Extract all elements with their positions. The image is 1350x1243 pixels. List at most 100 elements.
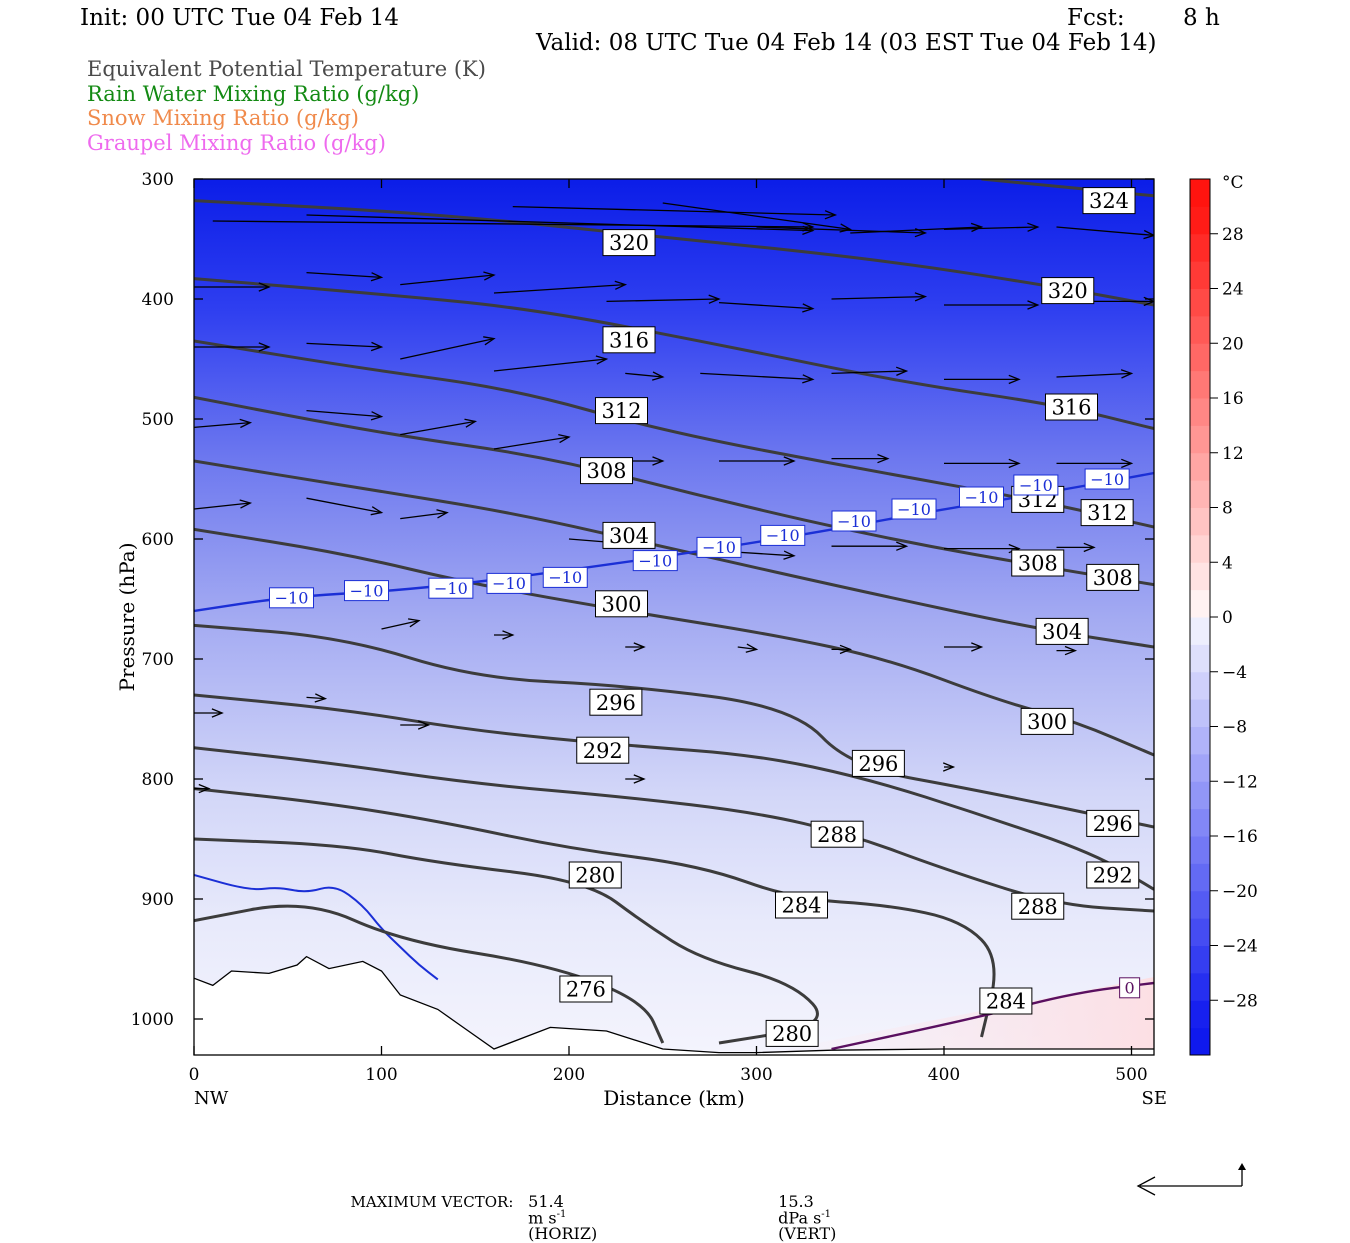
isotherm-label-minus10: −10	[831, 510, 877, 532]
colorbar-bin	[1190, 370, 1210, 399]
wind-vector	[942, 762, 956, 772]
colorbar-bin	[1190, 863, 1210, 892]
theta-e-label-324: 324	[1082, 187, 1136, 215]
wind-vector	[944, 642, 984, 652]
svg-text:−10: −10	[434, 579, 468, 598]
wind-vector	[831, 453, 890, 464]
colorbar-tick-label: −4	[1222, 663, 1247, 683]
svg-text:300: 300	[1027, 710, 1067, 734]
wind-vector	[400, 271, 496, 286]
colorbar-bin	[1190, 452, 1210, 481]
colorbar-tick-label: −8	[1222, 718, 1247, 738]
svg-text:284: 284	[986, 990, 1026, 1014]
wind-vector	[1056, 369, 1134, 379]
svg-text:316: 316	[1051, 396, 1091, 420]
colorbar-bin	[1190, 671, 1210, 700]
wind-vector	[606, 294, 721, 304]
svg-text:308: 308	[1018, 552, 1058, 576]
colorbar-bin	[1190, 589, 1210, 618]
wind-vector	[831, 541, 909, 551]
svg-text:−10: −10	[702, 538, 736, 557]
theta-e-label-300: 300	[1020, 707, 1074, 735]
svg-text:320: 320	[609, 231, 649, 255]
terrain-fill	[194, 956, 1154, 1055]
colorbar-tick-label: −12	[1222, 772, 1258, 792]
wind-vector	[194, 282, 271, 292]
isotherm-label-minus10: −10	[632, 550, 678, 572]
plot-frame	[193, 178, 1155, 1056]
theta-e-label-312: 312	[595, 397, 648, 425]
colorbar-bin	[1190, 425, 1210, 454]
colorbar-tick-label: 28	[1222, 225, 1244, 245]
theta-e-label-304: 304	[1035, 617, 1089, 645]
colorbar-tick-label: 0	[1222, 608, 1233, 628]
svg-text:−10: −10	[1090, 470, 1124, 489]
theta-e-label-284: 284	[775, 891, 828, 919]
wind-vector	[194, 418, 253, 429]
vert-tag: (VERT)	[778, 1224, 837, 1243]
wind-vector	[306, 271, 384, 282]
svg-text:292: 292	[1093, 864, 1133, 888]
theta-e-contour-288	[194, 746, 1154, 913]
isotherm-label-minus10: −10	[959, 486, 1004, 508]
colorbar-tick-label: −16	[1222, 827, 1258, 847]
x-tick-label: 100	[365, 1065, 397, 1085]
wind-vector	[306, 693, 328, 703]
isotherm-label-minus10: −10	[428, 577, 474, 599]
wind-vector	[194, 783, 211, 794]
wind-vector	[400, 418, 478, 436]
isotherm-label-minus10: −10	[760, 524, 806, 546]
colorbar-bin	[1190, 945, 1210, 974]
legend-snow: Snow Mixing Ratio (g/kg)	[87, 106, 359, 130]
colorbar-bin	[1190, 562, 1210, 591]
colorbar-bin	[1190, 179, 1210, 207]
legend-graupel: Graupel Mixing Ratio (g/kg)	[87, 131, 386, 155]
colorbar-tick-label: −20	[1222, 882, 1258, 902]
isotherm-label-minus10: −10	[542, 566, 588, 588]
svg-text:−10: −10	[275, 589, 309, 608]
colorbar-bin	[1190, 726, 1210, 755]
theta-e-contour-284	[194, 787, 996, 1038]
theta-e-label-276: 276	[559, 975, 613, 1003]
valid-time: Valid: 08 UTC Tue 04 Feb 14 (03 EST Tue …	[536, 30, 1157, 56]
theta-e-label-316: 316	[1045, 393, 1098, 421]
svg-text:288: 288	[817, 823, 857, 847]
svg-text:−10: −10	[350, 581, 384, 600]
theta-e-contour-296	[194, 623, 1154, 829]
theta-e-label-296: 296	[851, 749, 905, 777]
max-vector-title: MAXIMUM VECTOR:	[350, 1193, 514, 1211]
colorbar-tick-label: 12	[1222, 444, 1244, 464]
colorbar-bin	[1190, 1000, 1210, 1029]
wind-vector	[400, 720, 431, 730]
x-tick-label: 0	[189, 1065, 200, 1085]
colorbar-bin	[1190, 972, 1210, 1001]
svg-text:−10: −10	[897, 500, 931, 519]
colorbar-bin	[1190, 836, 1210, 864]
wind-vector	[737, 643, 759, 653]
wind-vector	[700, 372, 815, 384]
theta-e-contour-320	[194, 199, 1154, 307]
wind-vector	[306, 409, 384, 421]
wind-vector	[662, 202, 853, 233]
theta-e-label-320: 320	[1041, 277, 1095, 305]
temperature-field	[194, 179, 1154, 1055]
svg-text:280: 280	[575, 864, 615, 888]
temperature-fill	[194, 179, 1154, 1055]
theta-e-label-312: 312	[1080, 499, 1134, 527]
wind-vector	[381, 618, 421, 630]
max-vector-label: MAXIMUM VECTOR:	[341, 1180, 514, 1211]
x-axis-label: Distance (km)	[603, 1086, 745, 1110]
svg-text:−10: −10	[837, 512, 871, 531]
x-tick-label: 300	[740, 1065, 772, 1085]
theta-e-contour-300	[194, 527, 1154, 757]
svg-text:276: 276	[566, 978, 606, 1002]
theta-e-contour-308	[194, 395, 1154, 587]
isotherm-label-minus10: −10	[1084, 468, 1130, 490]
theta-e-label-284: 284	[979, 987, 1033, 1015]
svg-text:300: 300	[601, 592, 641, 616]
theta-e-contour-280	[194, 837, 819, 1045]
svg-text:−10: −10	[492, 574, 526, 593]
svg-text:324: 324	[1089, 189, 1129, 213]
svg-text:296: 296	[596, 691, 636, 715]
isotherm-label-minus10: −10	[269, 587, 314, 609]
